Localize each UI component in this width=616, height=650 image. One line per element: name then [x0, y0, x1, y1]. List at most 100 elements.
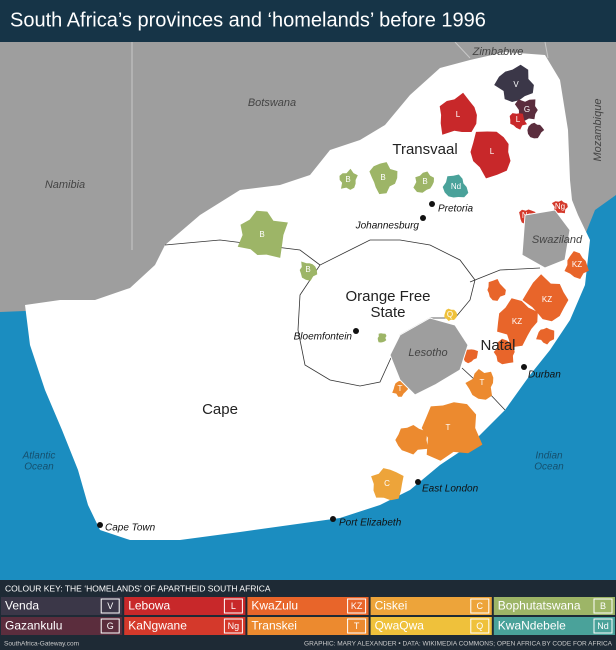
source: SouthAfrica-Gateway.com	[4, 641, 79, 648]
legend-code: Ng	[228, 621, 240, 631]
city-dot	[429, 201, 435, 207]
city-label: Pretoria	[438, 204, 473, 215]
legend-code-box	[223, 598, 243, 614]
city-dot	[97, 522, 103, 528]
legend-name: Gazankulu	[5, 619, 62, 633]
homeland-label: C	[384, 479, 390, 488]
city-dot	[353, 328, 359, 334]
homeland-area	[551, 200, 568, 214]
province-label: Cape	[202, 401, 238, 418]
city-label: Cape Town	[105, 523, 156, 534]
legend-code: Nd	[597, 621, 609, 631]
legend-swatch	[247, 597, 369, 615]
legend-swatch	[493, 617, 615, 635]
legend-swatch	[124, 597, 246, 615]
city-label: Bloemfontein	[294, 332, 353, 343]
homeland-label: G	[524, 105, 530, 114]
legend-swatch	[493, 597, 615, 615]
homeland-area	[439, 92, 477, 135]
legend-code-box	[470, 618, 490, 634]
homeland-area	[493, 338, 515, 365]
legend-code-box	[100, 598, 120, 614]
homeland-area	[413, 171, 434, 193]
country-label: Mozambique	[592, 99, 604, 162]
legend-code: T	[354, 621, 360, 631]
province-label: Transvaal	[392, 141, 457, 158]
legend-code: KZ	[351, 601, 363, 611]
city-label: Johannesburg	[355, 221, 420, 232]
country-label: Botswana	[248, 97, 296, 109]
legend-code: L	[231, 601, 236, 611]
legend-code-box	[347, 618, 367, 634]
homeland-area	[509, 113, 527, 130]
city-dot	[415, 479, 421, 485]
homeland-area	[494, 64, 534, 102]
legend-swatch	[1, 617, 123, 635]
border	[544, 41, 549, 59]
legend-name: Transkei	[251, 619, 297, 633]
legend-code: B	[600, 601, 606, 611]
legend-code-box	[223, 618, 243, 634]
legend-code: Q	[476, 621, 483, 631]
homeland-area	[237, 210, 288, 258]
title-bar	[0, 0, 616, 42]
homeland-area	[497, 298, 538, 348]
homeland-label: T	[398, 384, 403, 393]
city-label: East London	[422, 484, 479, 495]
legend-name: Lebowa	[128, 599, 170, 613]
homeland-area	[527, 122, 545, 139]
homeland-label: Q	[447, 310, 453, 319]
homeland-area	[487, 279, 506, 301]
homeland-label: L	[490, 147, 495, 156]
ocean-label: Ocean	[24, 462, 54, 473]
country-label: Namibia	[45, 179, 85, 191]
homeland-area	[522, 274, 569, 322]
homeland-label: Ng	[555, 202, 565, 211]
homelands: VGLLLBBBBBNdNgNgKZKZKZQTTTC	[237, 64, 589, 501]
legend-code: V	[107, 601, 113, 611]
legend-code-box	[100, 618, 120, 634]
homeland-label: L	[456, 110, 461, 119]
legend-swatch	[124, 617, 246, 635]
province-label: State	[370, 304, 405, 321]
province-border	[469, 267, 541, 283]
province-label: Natal	[480, 337, 515, 354]
city-label: Durban	[528, 370, 561, 381]
legend-name: Venda	[5, 599, 39, 613]
homeland-area	[442, 174, 469, 198]
homeland-label: T	[446, 423, 451, 432]
city-label: Port Elizabeth	[339, 518, 402, 529]
legend-swatch	[370, 597, 492, 615]
homeland-label: B	[422, 177, 427, 186]
legend-code: G	[107, 621, 114, 631]
homeland-label: B	[380, 173, 385, 182]
legend-title: COLOUR KEY: THE ‘HOMELANDS’ OF APARTHEID…	[5, 583, 271, 593]
lesotho	[389, 317, 469, 396]
homeland-label: KZ	[512, 317, 522, 326]
homeland-label: KZ	[572, 260, 582, 269]
ocean-label: Atlantic	[22, 451, 56, 462]
legend-swatch	[1, 597, 123, 615]
country-label: Swaziland	[532, 234, 583, 246]
legend-code-box	[470, 598, 490, 614]
legend-name: KwaZulu	[251, 599, 298, 613]
border	[454, 41, 471, 59]
title: South Africa’s provinces and ‘homelands’…	[10, 9, 486, 31]
homeland-area	[369, 162, 398, 195]
legend-name: QwaQwa	[375, 619, 425, 633]
legend-code-box	[593, 598, 613, 614]
ocean-label: Ocean	[534, 462, 564, 473]
swaziland	[521, 209, 571, 269]
province-label: Orange Free	[345, 288, 430, 305]
homeland-area	[564, 251, 589, 279]
country-label: Lesotho	[408, 347, 447, 359]
legend-name: KaNgwane	[128, 619, 187, 633]
legend-name: KwaNdebele	[498, 619, 566, 633]
city-dot	[420, 215, 426, 221]
homeland-area	[536, 327, 555, 345]
legend-code-box	[593, 618, 613, 634]
homeland-label: V	[513, 80, 519, 89]
legend-swatch	[370, 617, 492, 635]
homeland-label: L	[516, 115, 521, 124]
